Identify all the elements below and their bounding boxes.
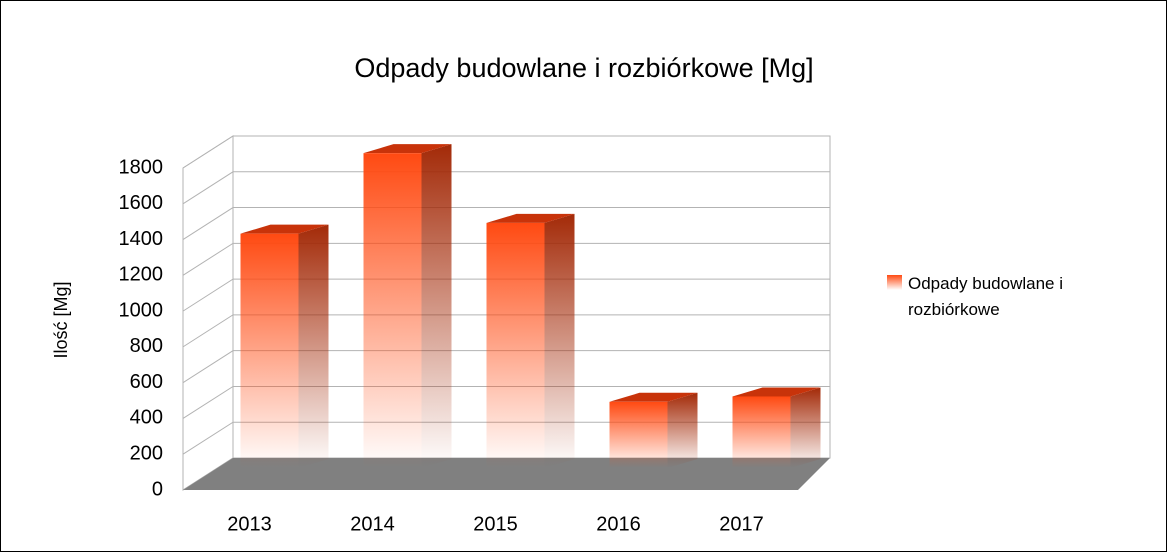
x-tick-label: 2013 bbox=[227, 513, 272, 535]
legend: Odpady budowlane i rozbiórkowe bbox=[908, 274, 1064, 319]
grid-line bbox=[182, 314, 830, 348]
y-tick-label: 1400 bbox=[119, 228, 164, 250]
grid-line bbox=[182, 135, 830, 169]
bar-side bbox=[544, 213, 575, 468]
bar-top bbox=[363, 144, 452, 154]
bar-top bbox=[732, 387, 821, 397]
bar-side bbox=[298, 224, 329, 468]
bar-side bbox=[790, 387, 821, 468]
grid-line bbox=[182, 385, 830, 419]
grid-line bbox=[182, 242, 830, 276]
bar-top bbox=[609, 392, 698, 402]
y-tick-label: 400 bbox=[130, 407, 163, 429]
grid-line bbox=[182, 278, 830, 312]
bar-side bbox=[421, 144, 452, 468]
y-tick-label: 0 bbox=[152, 478, 163, 500]
legend-label: Odpady budowlane i rozbiórkowe bbox=[908, 274, 1064, 319]
y-tick-label: 1200 bbox=[119, 264, 164, 286]
y-tick-label: 600 bbox=[130, 371, 163, 393]
bar bbox=[732, 396, 791, 468]
x-tick-label: 2014 bbox=[350, 513, 395, 535]
x-tick-label: 2017 bbox=[719, 513, 764, 535]
bar-top bbox=[240, 224, 329, 234]
legend-swatch bbox=[887, 275, 902, 290]
y-tick-label: 1000 bbox=[119, 299, 164, 321]
bar bbox=[240, 233, 299, 468]
bar bbox=[486, 222, 545, 468]
bar-side bbox=[667, 392, 698, 468]
grid-line bbox=[182, 350, 830, 384]
bar bbox=[363, 153, 422, 468]
grid-line bbox=[182, 207, 830, 240]
y-tick-label: 1600 bbox=[119, 192, 164, 214]
y-tick-label: 1800 bbox=[119, 156, 164, 178]
y-axis-label: Ilość [Mg] bbox=[51, 281, 71, 358]
bar bbox=[609, 401, 668, 468]
x-tick-label: 2015 bbox=[473, 513, 518, 535]
chart-title: Odpady budowlane i rozbiórkowe [Mg] bbox=[354, 53, 813, 83]
y-tick-label: 800 bbox=[130, 335, 163, 357]
y-tick-label: 200 bbox=[130, 443, 163, 465]
grid-line bbox=[182, 171, 830, 205]
x-tick-label: 2016 bbox=[596, 513, 641, 535]
bar-top bbox=[486, 213, 575, 223]
side-wall bbox=[182, 135, 234, 491]
